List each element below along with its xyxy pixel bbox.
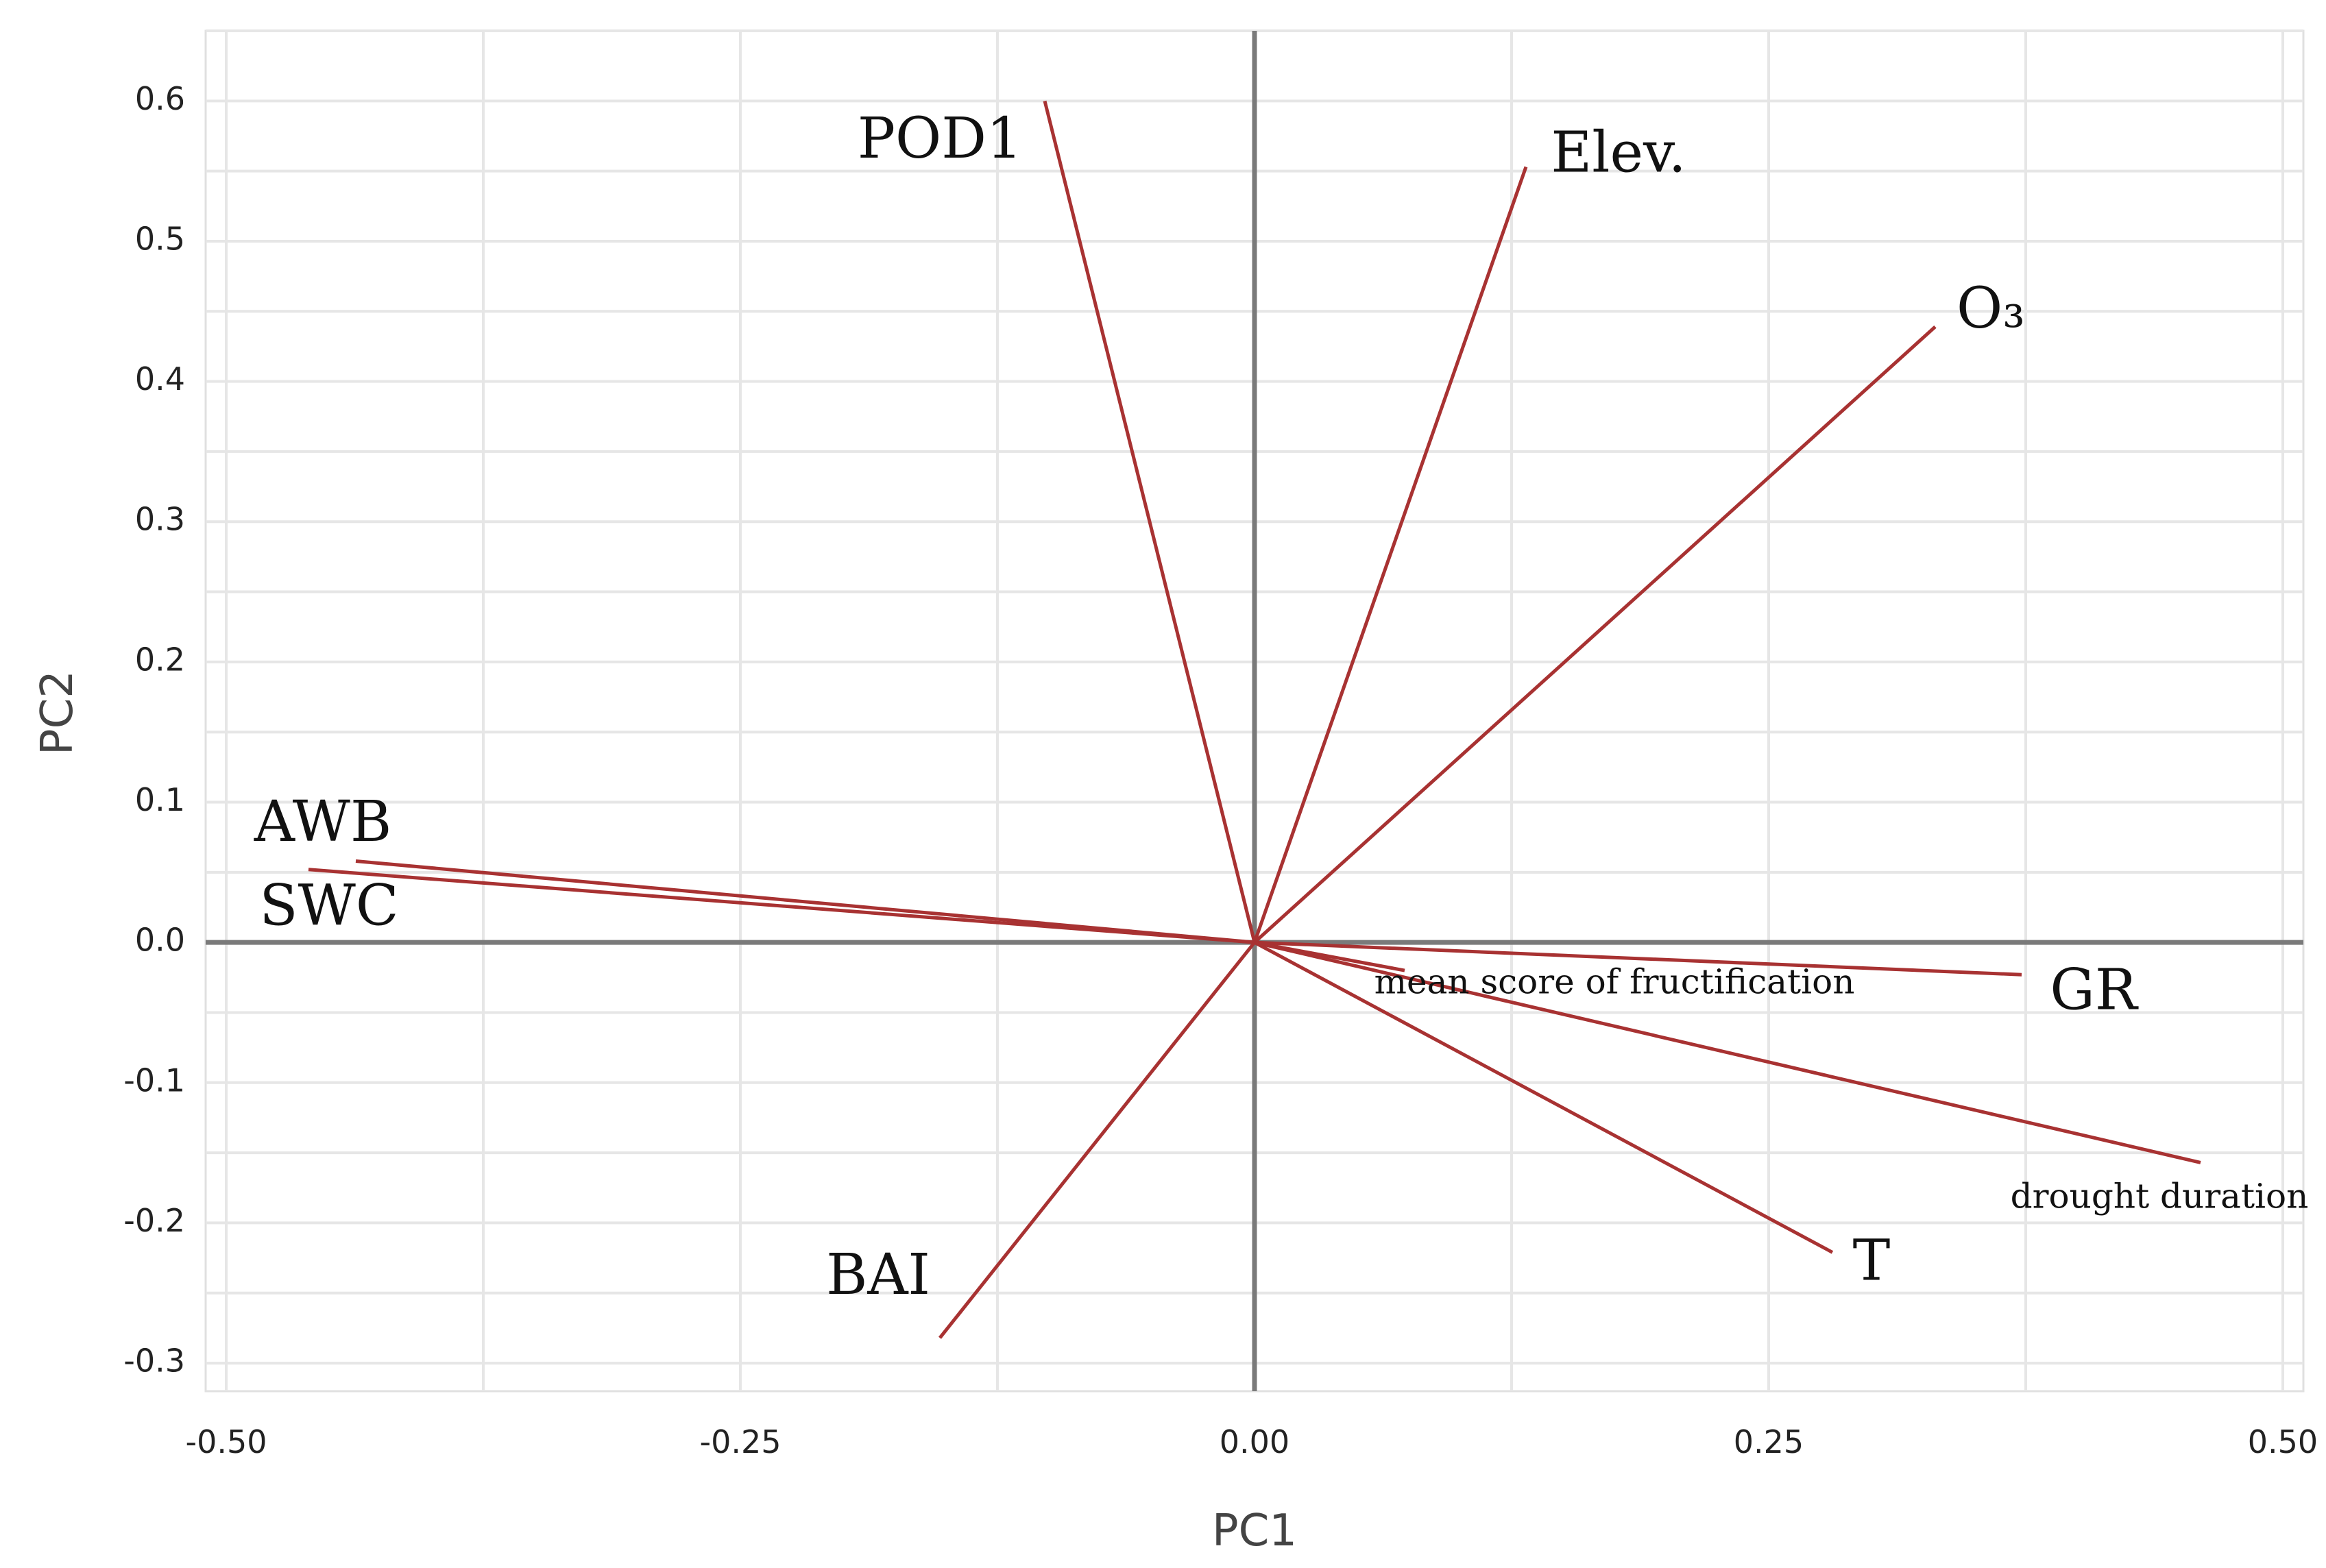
y-tick-labels: 0.6 0.5 0.4 0.3 0.2 0.1 0.0 -0.1 -0.2 -0.3 [123, 80, 185, 1380]
y-tick-label: -0.3 [123, 1343, 185, 1380]
vector-line [308, 868, 1255, 944]
x-tick-label: 0.00 [1220, 1423, 1289, 1460]
vector-label: SWC [259, 874, 398, 939]
vector-label: BAI [826, 1242, 930, 1308]
x-tick-labels: -0.50 -0.25 0.00 0.25 0.50 [185, 1423, 2318, 1460]
x-tick-label: 0.25 [1734, 1423, 1804, 1460]
vector-labels: POD1 Elev. O₃ AWB SWC mean score of fructific… [254, 106, 2309, 1308]
vector-label: T [1853, 1228, 1891, 1293]
y-tick-label: -0.2 [123, 1202, 185, 1239]
vector-line [1254, 940, 2201, 1164]
vector-line [1254, 940, 2022, 977]
vector-label: POD1 [858, 106, 1022, 171]
vector-line [1252, 166, 1528, 943]
x-tick-label: -0.25 [699, 1423, 781, 1460]
vector-line [1253, 940, 1834, 1254]
y-tick-label: 0.0 [135, 922, 185, 959]
vector-label: drought duration [2011, 1177, 2309, 1216]
x-axis-title: PC1 [1212, 1506, 1297, 1556]
loading-vectors [308, 100, 2201, 1339]
y-axis-title: PC2 [32, 670, 83, 755]
vector-line [355, 859, 1255, 944]
y-tick-label: -0.1 [123, 1062, 185, 1099]
zero-lines [206, 31, 2303, 1391]
y-tick-label: 0.5 [135, 220, 185, 257]
y-tick-label: 0.2 [135, 641, 185, 678]
y-tick-label: 0.4 [135, 360, 185, 397]
y-tick-label: 0.1 [135, 781, 185, 818]
vector-label: Elev. [1551, 121, 1686, 186]
vector-label: mean score of fructification [1374, 962, 1855, 1002]
vector-label: GR [2050, 957, 2139, 1022]
y-tick-label: 0.6 [135, 80, 185, 117]
vector-line [1253, 325, 1937, 944]
y-tick-label: 0.3 [135, 501, 185, 538]
vector-line [1043, 100, 1257, 943]
x-tick-label: -0.50 [185, 1423, 267, 1460]
vector-label: O₃ [1956, 276, 2025, 341]
vector-label: AWB [254, 789, 391, 855]
x-tick-label: 0.50 [2248, 1423, 2318, 1460]
vector-line [938, 941, 1256, 1339]
